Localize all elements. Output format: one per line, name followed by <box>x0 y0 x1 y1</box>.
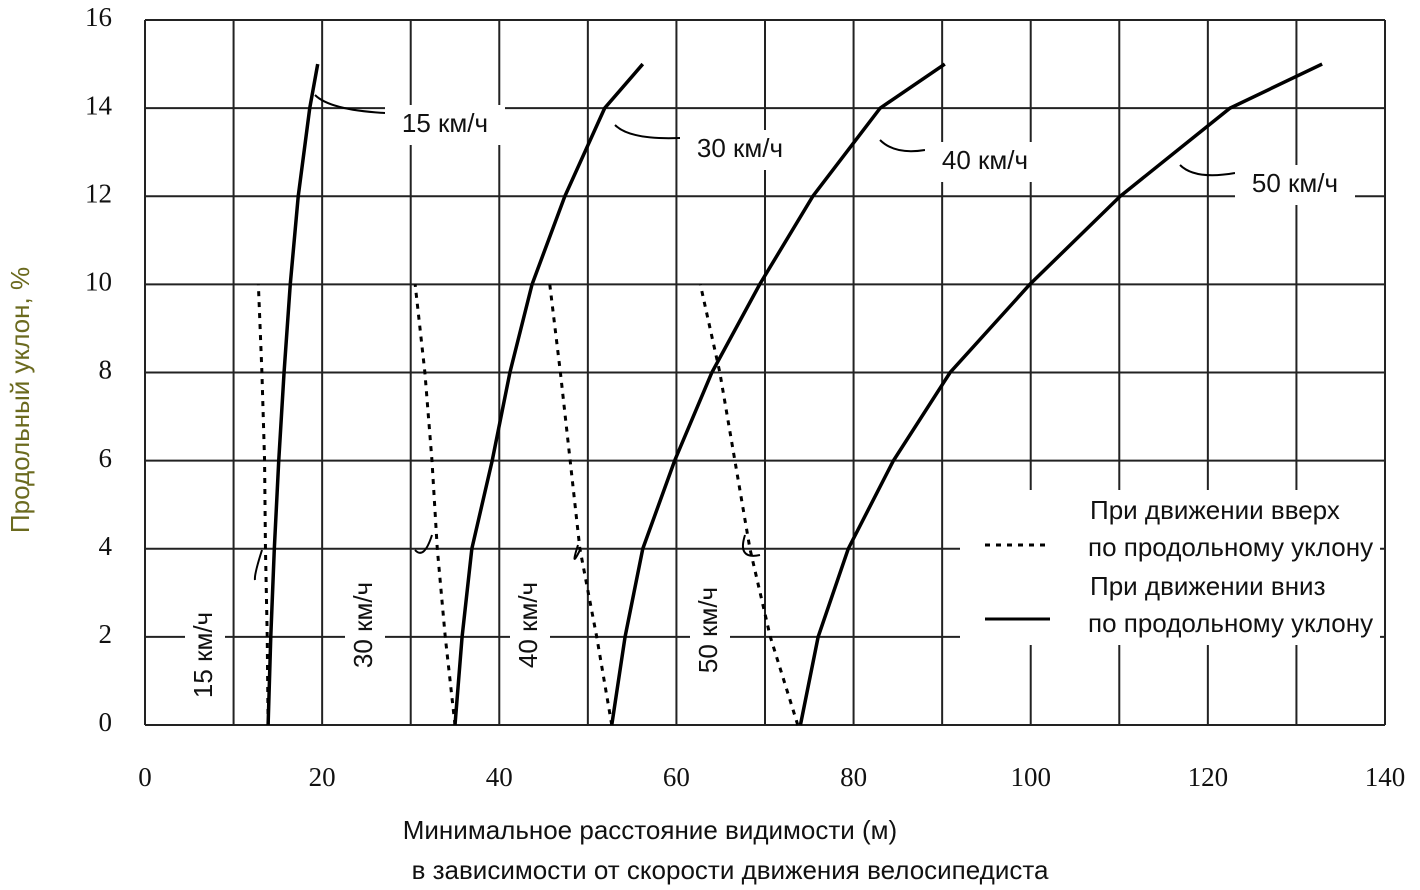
series-line <box>453 62 645 726</box>
series-line <box>256 284 270 726</box>
y-tick-label: 14 <box>85 90 113 120</box>
x-tick-label: 140 <box>1365 762 1406 792</box>
curve-label: 40 км/ч <box>513 582 543 668</box>
y-tick-label: 8 <box>99 355 113 385</box>
y-tick-label: 12 <box>85 178 112 208</box>
series-line <box>698 284 800 726</box>
series-line <box>413 284 457 726</box>
series-line <box>266 63 320 726</box>
legend-label: по продольному уклону <box>1088 608 1373 638</box>
leader-line <box>314 94 386 114</box>
curve-label: 50 км/ч <box>1252 168 1338 198</box>
label-bg <box>185 595 225 715</box>
x-axis-label: Минимальное расстояние видимости (м) <box>403 815 897 845</box>
legend-label: При движении вниз <box>1090 571 1326 601</box>
curve-label: 40 км/ч <box>942 145 1028 175</box>
leader-line <box>573 544 581 560</box>
label-bg <box>345 565 385 685</box>
leader-line <box>741 534 761 557</box>
curve-label: 50 км/ч <box>693 587 723 673</box>
leader-line <box>614 124 681 140</box>
curve-label: 30 км/ч <box>697 133 783 163</box>
curve-label: 30 км/ч <box>348 582 378 668</box>
label-bg <box>680 130 800 170</box>
x-tick-label: 0 <box>138 762 152 792</box>
y-tick-label: 2 <box>99 619 113 649</box>
leader-line <box>1179 164 1236 177</box>
x-tick-label: 20 <box>309 762 336 792</box>
y-tick-label: 16 <box>85 2 112 32</box>
x-tick-label: 40 <box>486 762 513 792</box>
label-bg <box>690 570 730 690</box>
curve-label: 15 км/ч <box>188 612 218 698</box>
x-axis-label: в зависимости от скорости движения велос… <box>412 855 1049 885</box>
legend-label: по продольному уклону <box>1088 532 1373 562</box>
leader-line <box>414 534 433 554</box>
series-line <box>610 62 946 726</box>
leader-line <box>253 549 263 581</box>
y-axis-label: Продольный уклон, % <box>5 267 35 533</box>
x-tick-label: 100 <box>1010 762 1051 792</box>
y-tick-label: 6 <box>99 443 113 473</box>
x-tick-label: 80 <box>840 762 867 792</box>
x-tick-label: 120 <box>1188 762 1229 792</box>
legend-label: При движении вверх <box>1090 495 1340 525</box>
x-tick-label: 60 <box>663 762 690 792</box>
curve-label: 15 км/ч <box>402 108 488 138</box>
y-tick-label: 0 <box>99 707 113 737</box>
label-bg <box>510 565 550 685</box>
series-line <box>798 62 1323 726</box>
label-bg <box>385 105 505 145</box>
y-tick-label: 4 <box>99 531 113 561</box>
y-tick-label: 10 <box>85 267 112 297</box>
label-bg <box>925 142 1045 182</box>
label-bg <box>1235 165 1355 205</box>
series-line <box>548 284 614 726</box>
leader-line <box>879 139 926 153</box>
